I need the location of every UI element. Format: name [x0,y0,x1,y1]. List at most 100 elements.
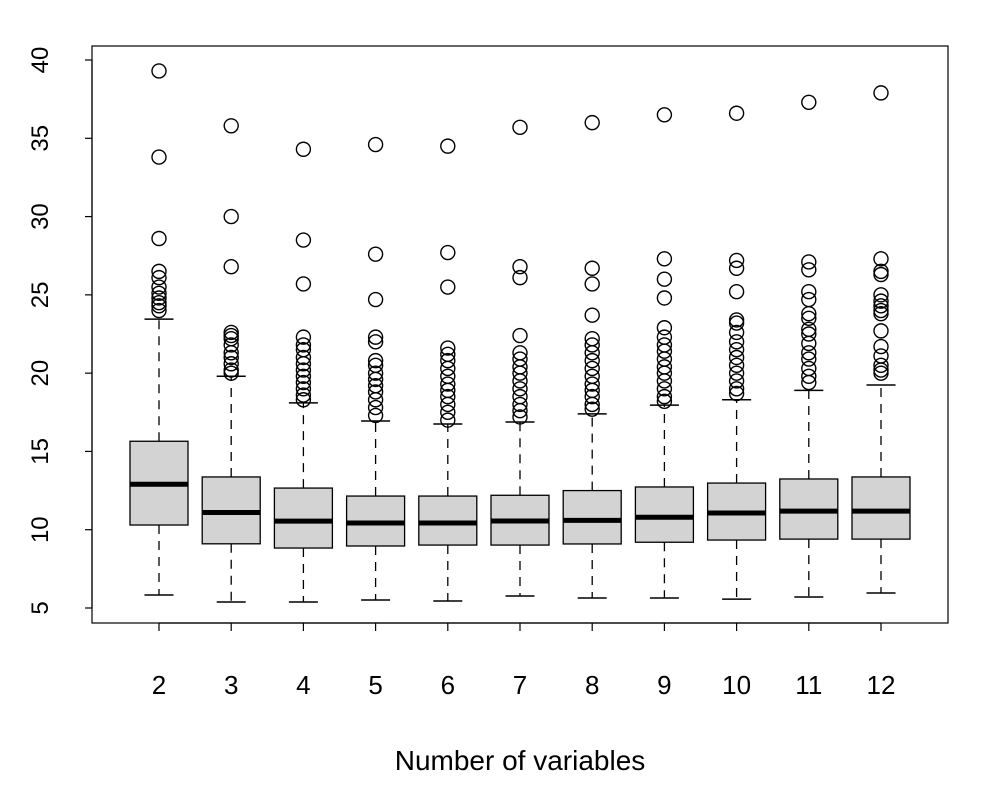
outlier-point [656,271,673,287]
outlier-point [367,246,384,262]
outlier-point [367,371,384,388]
outlier-point [873,365,889,381]
outlier-point [367,365,384,381]
outlier-point [512,396,528,413]
outlier-point [295,381,312,397]
y-tick-label: 5 [27,601,54,614]
outlier-point [728,324,745,341]
outlier-point [151,285,167,301]
outlier-point [873,357,889,374]
outlier-point [584,401,600,417]
x-tick-label: 10 [722,670,751,700]
outlier-point [440,388,456,405]
outlier-point [512,403,528,419]
outlier-point [151,290,167,306]
y-tick-label: 20 [27,360,54,387]
outlier-point [656,251,673,267]
box-iqr [851,476,911,540]
outlier-point [440,396,456,413]
outlier-point [440,244,456,261]
outlier-point [656,107,673,123]
outlier-point [728,365,745,381]
outlier-point [223,365,239,381]
x-axis: 2 3 4 5 6 7 8 9 10 11 12 [152,622,896,700]
outlier-point [656,381,673,397]
outlier-point [223,345,239,361]
outlier-point [512,381,528,397]
y-axis: 5 10 15 20 25 30 35 40 [27,47,93,615]
outlier-point [801,351,817,367]
outlier-point [801,374,817,391]
outlier-point [584,330,600,347]
outlier-point [512,345,528,361]
box-iqr [273,487,334,549]
outlier-point [440,368,456,384]
box-11 [779,94,839,598]
outlier-point [873,338,889,355]
outlier-point [440,404,456,420]
outlier-point [295,356,312,372]
outlier-point [512,269,528,286]
box-6 [418,138,478,602]
y-tick-label: 10 [27,516,54,543]
x-tick-label: 4 [296,670,310,700]
outlier-point [656,290,673,306]
outlier-point [801,335,817,352]
outlier-point [728,373,745,389]
outlier-point [728,385,745,402]
outlier-point [728,284,745,300]
box-9 [634,107,695,599]
outlier-point [584,307,600,323]
x-tick-label: 12 [867,670,896,700]
x-tick-label: 5 [368,670,382,700]
outlier-point [440,138,456,154]
outlier-point [656,320,673,336]
outlier-point [801,291,817,308]
outlier-point [223,337,239,353]
outlier-point [512,258,528,275]
outlier-point [512,327,528,344]
x-axis-label: Number of variables [395,745,646,776]
outlier-point [512,373,528,389]
x-tick-label: 6 [441,670,455,700]
outlier-point [367,334,384,350]
outlier-point [656,388,673,405]
box-5 [345,136,406,601]
outlier-point [151,149,167,165]
outlier-point [512,351,528,367]
outlier-point [728,334,745,350]
outlier-point [367,136,384,153]
outlier-point [728,260,745,276]
boxes [129,63,911,603]
outlier-point [728,341,745,358]
outlier-point [223,330,239,347]
outlier-point [656,343,673,359]
outlier-point [295,141,312,157]
x-tick-label: 8 [585,670,599,700]
y-tick-label: 40 [27,47,54,74]
outlier-point [512,365,528,381]
outlier-point [728,252,745,269]
outlier-point [512,388,528,405]
outlier-point [873,298,889,314]
outlier-point [873,266,889,283]
outlier-point [440,382,456,399]
outlier-point [584,114,600,131]
outlier-point [584,368,600,384]
outlier-point [295,368,312,384]
outlier-point [584,360,600,377]
outlier-point [584,382,600,399]
outlier-point [584,396,600,413]
outlier-point [223,118,239,134]
outlier-point [873,287,889,303]
outlier-point [728,105,745,121]
outlier-point [584,376,600,392]
outlier-point [295,276,312,292]
box-12 [851,85,911,594]
outlier-point [801,262,817,278]
outlier-point [295,349,312,366]
outlier-point [801,360,817,377]
outlier-point [367,352,384,369]
x-tick-label: 3 [224,670,238,700]
